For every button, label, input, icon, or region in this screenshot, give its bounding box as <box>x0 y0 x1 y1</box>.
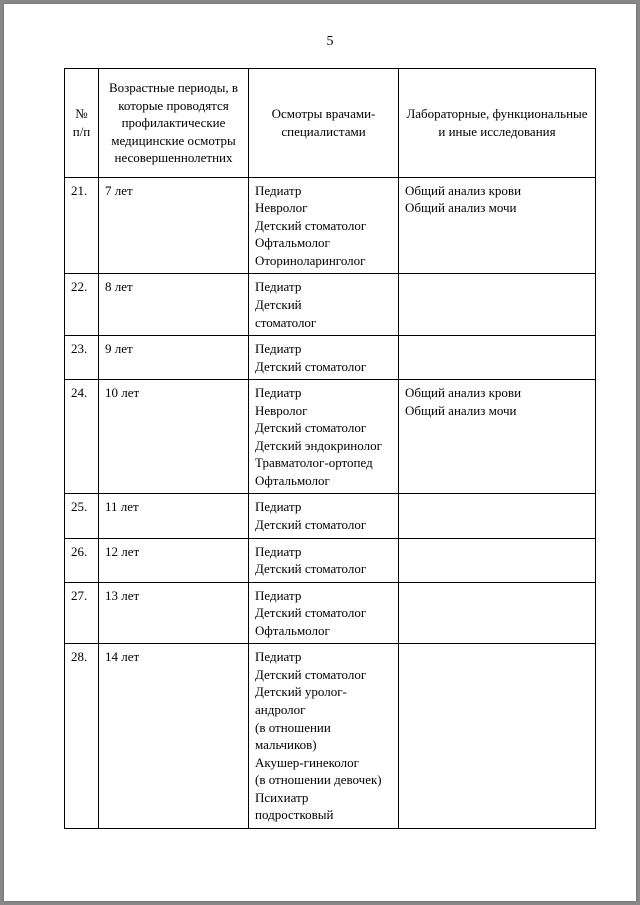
cell-specialists: Педиатр Детский стоматолог <box>249 336 399 380</box>
table-body: 21.7 летПедиатр Невролог Детский стомато… <box>65 177 596 828</box>
table-row: 28.14 летПедиатр Детский стоматолог Детс… <box>65 644 596 828</box>
cell-lab <box>399 582 596 644</box>
cell-age: 9 лет <box>99 336 249 380</box>
cell-number: 24. <box>65 380 99 494</box>
cell-lab: Общий анализ крови Общий анализ мочи <box>399 380 596 494</box>
col-header-specialists: Осмотры врачами-специалистами <box>249 69 399 178</box>
table-row: 21.7 летПедиатр Невролог Детский стомато… <box>65 177 596 274</box>
cell-specialists: Педиатр Детский стоматолог Детский уроло… <box>249 644 399 828</box>
exam-schedule-table: № п/п Возрастные периоды, в которые пров… <box>64 68 596 829</box>
cell-lab <box>399 644 596 828</box>
document-page: 5 № п/п Возрастные периоды, в которые пр… <box>4 4 636 901</box>
col-header-number: № п/п <box>65 69 99 178</box>
cell-lab: Общий анализ крови Общий анализ мочи <box>399 177 596 274</box>
col-header-age: Возрастные периоды, в которые проводятся… <box>99 69 249 178</box>
cell-age: 13 лет <box>99 582 249 644</box>
cell-lab <box>399 538 596 582</box>
cell-number: 23. <box>65 336 99 380</box>
cell-specialists: Педиатр Детский стоматолог Офтальмолог <box>249 582 399 644</box>
cell-number: 28. <box>65 644 99 828</box>
cell-lab <box>399 494 596 538</box>
table-row: 27.13 летПедиатр Детский стоматолог Офта… <box>65 582 596 644</box>
cell-age: 8 лет <box>99 274 249 336</box>
cell-number: 21. <box>65 177 99 274</box>
cell-number: 25. <box>65 494 99 538</box>
table-row: 26.12 летПедиатр Детский стоматолог <box>65 538 596 582</box>
cell-specialists: Педиатр Невролог Детский стоматолог Детс… <box>249 380 399 494</box>
cell-specialists: Педиатр Детский стоматолог <box>249 274 399 336</box>
table-header-row: № п/п Возрастные периоды, в которые пров… <box>65 69 596 178</box>
cell-lab <box>399 336 596 380</box>
cell-specialists: Педиатр Невролог Детский стоматолог Офта… <box>249 177 399 274</box>
cell-specialists: Педиатр Детский стоматолог <box>249 494 399 538</box>
table-row: 24.10 летПедиатр Невролог Детский стомат… <box>65 380 596 494</box>
page-number: 5 <box>64 34 596 50</box>
cell-lab <box>399 274 596 336</box>
cell-number: 22. <box>65 274 99 336</box>
cell-number: 26. <box>65 538 99 582</box>
col-header-lab: Лабораторные, функциональные и иные иссл… <box>399 69 596 178</box>
cell-age: 11 лет <box>99 494 249 538</box>
table-row: 25.11 летПедиатр Детский стоматолог <box>65 494 596 538</box>
cell-specialists: Педиатр Детский стоматолог <box>249 538 399 582</box>
cell-age: 14 лет <box>99 644 249 828</box>
table-row: 22.8 летПедиатр Детский стоматолог <box>65 274 596 336</box>
cell-age: 7 лет <box>99 177 249 274</box>
table-row: 23.9 летПедиатр Детский стоматолог <box>65 336 596 380</box>
cell-age: 12 лет <box>99 538 249 582</box>
cell-number: 27. <box>65 582 99 644</box>
cell-age: 10 лет <box>99 380 249 494</box>
